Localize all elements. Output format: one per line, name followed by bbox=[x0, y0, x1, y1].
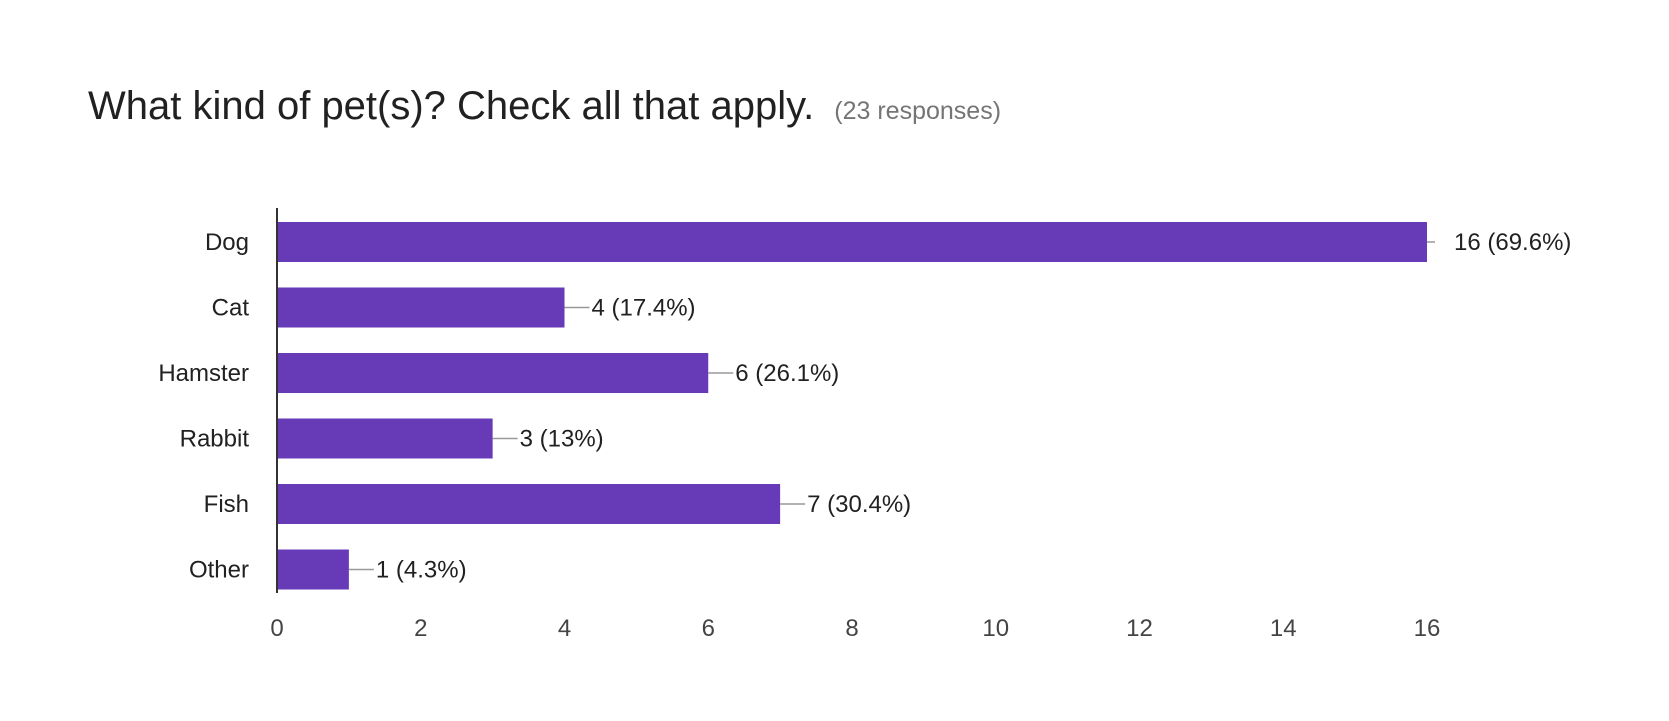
category-label: Fish bbox=[204, 491, 249, 518]
category-label: Hamster bbox=[158, 360, 249, 387]
x-tick-label: 0 bbox=[270, 615, 283, 642]
x-tick-label: 6 bbox=[702, 615, 715, 642]
bar-rabbit bbox=[277, 418, 493, 459]
category-label: Other bbox=[189, 557, 249, 584]
x-tick-label: 12 bbox=[1126, 615, 1153, 642]
bar-cat bbox=[277, 287, 565, 328]
chart-header: What kind of pet(s)? Check all that appl… bbox=[88, 84, 1001, 129]
bar-other bbox=[277, 549, 349, 590]
bar-fish bbox=[277, 484, 781, 524]
data-label: 6 (26.1%) bbox=[735, 360, 839, 387]
x-tick-label: 14 bbox=[1270, 615, 1297, 642]
x-tick-label: 4 bbox=[558, 615, 571, 642]
data-label: 7 (30.4%) bbox=[807, 491, 911, 518]
x-tick-label: 8 bbox=[845, 615, 858, 642]
x-tick-label: 16 bbox=[1414, 615, 1441, 642]
response-count: (23 responses) bbox=[834, 97, 1002, 125]
data-label: 16 (69.6%) bbox=[1454, 229, 1571, 256]
bar-hamster bbox=[277, 353, 709, 393]
bar-dog bbox=[277, 222, 1427, 262]
data-label: 1 (4.3%) bbox=[376, 557, 467, 584]
x-tick-label: 10 bbox=[982, 615, 1009, 642]
category-label: Dog bbox=[205, 229, 249, 256]
category-label: Cat bbox=[212, 295, 250, 322]
data-label: 3 (13%) bbox=[520, 426, 604, 453]
data-label: 4 (17.4%) bbox=[592, 295, 696, 322]
category-label: Rabbit bbox=[180, 426, 250, 453]
x-tick-label: 2 bbox=[414, 615, 427, 642]
chart-title: What kind of pet(s)? Check all that appl… bbox=[88, 84, 815, 128]
